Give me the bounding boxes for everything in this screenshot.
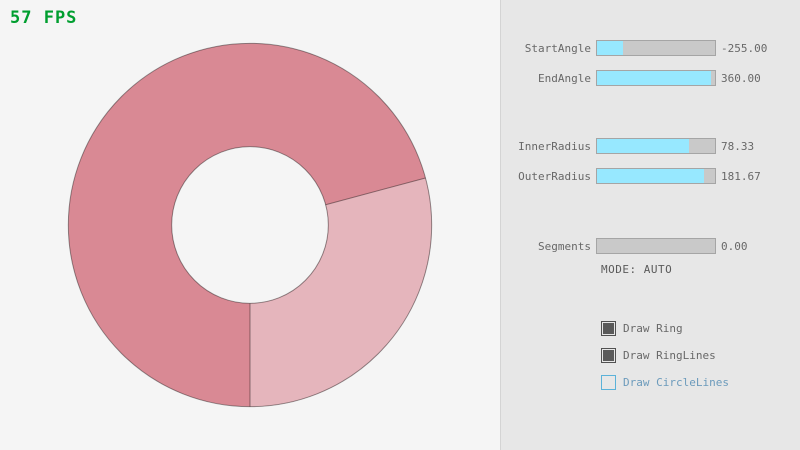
startangle-slider[interactable] <box>596 40 716 56</box>
slider-fill <box>597 169 705 183</box>
innerradius-value: 78.33 <box>721 139 755 153</box>
slider-fill <box>597 41 623 55</box>
startangle-value: -255.00 <box>721 41 768 55</box>
controls-panel: StartAngle -255.00 EndAngle 360.00 Inner… <box>500 0 800 450</box>
ring-single-region <box>250 177 432 407</box>
innerradius-label: InnerRadius <box>518 139 591 153</box>
draw-ringlines-checkbox[interactable] <box>601 347 616 363</box>
draw-circlelines-checkbox[interactable] <box>601 374 616 390</box>
slider-row-innerradius: InnerRadius 78.33 <box>501 138 800 154</box>
slider-row-outerradius: OuterRadius 181.67 <box>501 168 800 184</box>
ring-start-edge-line <box>325 177 426 206</box>
outerradius-label: OuterRadius <box>518 169 591 183</box>
draw-circlelines-label: Draw CircleLines <box>623 375 729 389</box>
checkmark-fill <box>603 377 614 388</box>
draw-ringlines-label: Draw RingLines <box>623 348 716 362</box>
draw-ring-label: Draw Ring <box>623 321 683 335</box>
startangle-label: StartAngle <box>524 41 591 55</box>
outerradius-slider[interactable] <box>596 168 716 184</box>
segments-slider[interactable] <box>596 238 716 254</box>
slider-fill <box>597 71 712 85</box>
segments-value: 0.00 <box>721 239 748 253</box>
checkbox-row-draw-ring: Draw Ring <box>601 320 683 336</box>
ring-inner-outline <box>171 146 329 304</box>
checkmark-fill <box>603 322 614 334</box>
checkbox-row-draw-circlelines: Draw CircleLines <box>601 374 729 390</box>
slider-row-segments: Segments 0.00 <box>501 238 800 254</box>
endangle-slider[interactable] <box>596 70 716 86</box>
checkbox-row-draw-ringlines: Draw RingLines <box>601 347 716 363</box>
draw-ring-checkbox[interactable] <box>601 320 616 336</box>
innerradius-slider[interactable] <box>596 138 716 154</box>
segments-label: Segments <box>538 239 591 253</box>
ring-outer-outline <box>67 42 433 408</box>
segments-mode-label: MODE: AUTO <box>601 263 673 276</box>
endangle-label: EndAngle <box>538 71 591 85</box>
endangle-value: 360.00 <box>721 71 761 85</box>
slider-row-startangle: StartAngle -255.00 <box>501 40 800 56</box>
fps-counter: 57 FPS <box>10 8 78 28</box>
slider-row-endangle: EndAngle 360.00 <box>501 70 800 86</box>
outerradius-value: 181.67 <box>721 169 761 183</box>
checkmark-fill <box>603 349 614 361</box>
ring-donut-graphic <box>67 42 433 408</box>
slider-fill <box>597 139 690 153</box>
